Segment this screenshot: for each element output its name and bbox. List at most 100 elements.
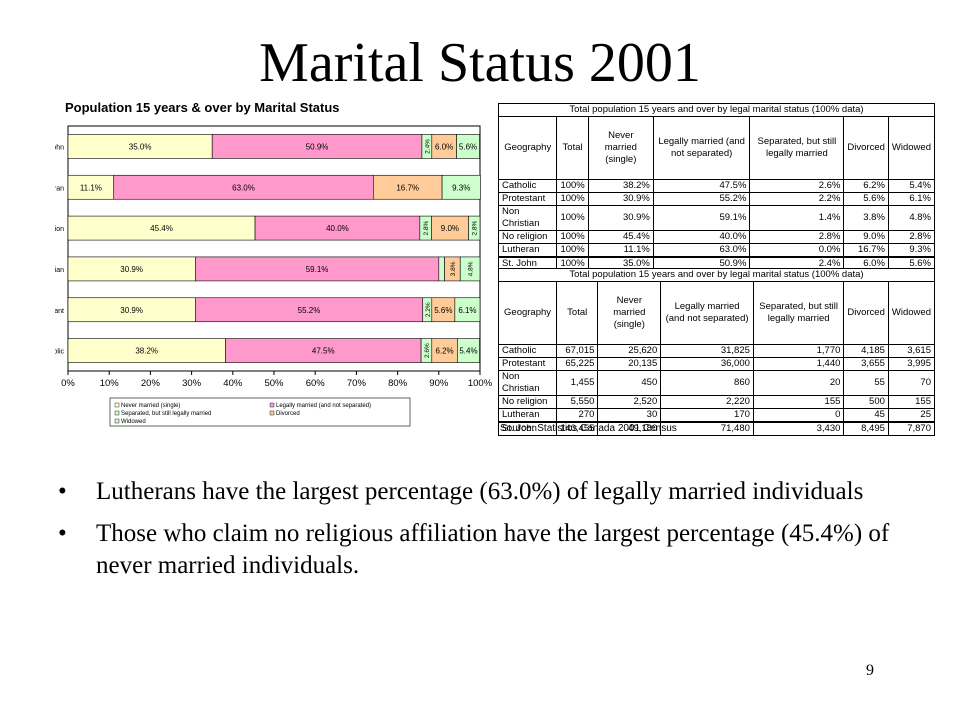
bar-segment — [67, 338, 226, 363]
bar-segment — [454, 297, 481, 323]
data-label: 2.2% — [425, 302, 432, 317]
bar-segment — [67, 174, 115, 200]
value-cell: 100% — [556, 192, 589, 206]
header-widowed: Widowed — [887, 281, 936, 345]
x-tick-label: 100% — [468, 378, 493, 389]
value-cell: 7,870 — [887, 421, 936, 436]
value-cell: 450 — [597, 370, 662, 396]
value-cell: 55.2% — [652, 192, 751, 206]
value-cell: 5.6% — [843, 192, 889, 206]
geography-cell: Catholic — [497, 179, 558, 193]
value-cell: 155 — [752, 395, 845, 409]
value-cell: 2.8% — [887, 230, 936, 244]
value-cell: 30.9% — [587, 205, 654, 231]
data-label: 47.5% — [312, 347, 335, 356]
bullet-item: • Lutherans have the largest percentage (… — [58, 476, 898, 508]
data-label: 59.1% — [306, 265, 329, 274]
geography-cell: Non Christian — [497, 370, 558, 396]
value-cell: 63.0% — [652, 243, 751, 258]
data-label: 63.0% — [232, 183, 255, 192]
data-label: 9.0% — [441, 224, 459, 233]
header-legally-married: Legally married (and not separated) — [660, 281, 754, 345]
value-cell: 2.6% — [749, 179, 845, 193]
value-cell: 2.2% — [749, 192, 845, 206]
value-cell: 55 — [843, 370, 889, 396]
value-cell: 860 — [660, 370, 754, 396]
bar-segment — [211, 134, 423, 159]
table-row: Lutheran 270 30 170 0 45 25 — [497, 408, 936, 423]
bar-segment — [431, 338, 458, 363]
legend-swatch — [269, 402, 275, 408]
data-label: 2.8% — [423, 220, 430, 235]
value-cell: 30 — [597, 408, 662, 423]
value-cell: 2,220 — [660, 395, 754, 409]
percent-table: Total population 15 years and over by le… — [497, 103, 936, 271]
value-cell: 11.1% — [587, 243, 654, 258]
value-cell: 1,455 — [556, 370, 599, 396]
legend-swatch — [114, 410, 120, 416]
percent-table-caption: Total population 15 years and over by le… — [498, 103, 935, 117]
data-label: 6.2% — [435, 347, 453, 356]
table-row: Non Christian 100% 30.9% 59.1% 1.4% 3.8% 4.8% — [497, 205, 936, 231]
value-cell: 31,825 — [660, 344, 754, 358]
table-row: St. John 100% 35.0% 50.9% 2.4% 6.0% 5.6% — [497, 256, 936, 271]
value-cell: 140,455 — [556, 421, 599, 436]
value-cell: 2.8% — [749, 230, 845, 244]
table-row: Protestant 100% 30.9% 55.2% 2.2% 5.6% 6.1% — [497, 192, 936, 206]
value-cell: 100% — [556, 243, 589, 258]
header-total: Total — [556, 281, 599, 345]
geography-cell: Protestant — [497, 192, 558, 206]
bullet-list: • Lutherans have the largest percentage (… — [58, 476, 898, 592]
x-tick-label: 50% — [264, 378, 284, 389]
value-cell: 155 — [887, 395, 936, 409]
value-cell: 65,225 — [556, 357, 599, 371]
bar-segment — [456, 134, 480, 159]
value-cell: 3,430 — [752, 421, 845, 436]
percent-table-header: Geography Total Never married (single) L… — [497, 116, 936, 180]
value-cell: 45 — [843, 408, 889, 423]
bar-segment — [254, 215, 421, 241]
value-cell: 25,620 — [597, 344, 662, 358]
value-cell: 5,550 — [556, 395, 599, 409]
data-label: 6.0% — [435, 142, 453, 151]
count-table: Total population 15 years and over by le… — [497, 268, 936, 436]
table-row: St. John 140,455 49,180 71,480 3,430 8,495 7,8… — [497, 421, 936, 436]
geography-cell: Protestant — [497, 357, 558, 371]
value-cell: 70 — [887, 370, 936, 396]
value-cell: 100% — [556, 230, 589, 244]
table-row: No religion 5,550 2,520 2,220 155 500 155 — [497, 395, 936, 409]
value-cell: 16.7% — [843, 243, 889, 258]
data-label: 3.8% — [450, 261, 457, 276]
chart-svg: Population 15 years & over by Marital St… — [55, 100, 493, 427]
data-label: 2.4% — [424, 139, 431, 154]
value-cell: 100% — [556, 205, 589, 231]
geography-cell: Lutheran — [497, 408, 558, 423]
table-row: No religion 100% 45.4% 40.0% 2.8% 9.0% 2.8% — [497, 230, 936, 244]
data-label: 6.1% — [458, 306, 476, 315]
legend-label: Separated, but still legally married — [121, 411, 211, 417]
data-label: 55.2% — [298, 306, 321, 315]
legend-label: Widowed — [121, 419, 146, 425]
x-tick-label: 70% — [347, 378, 367, 389]
data-label: 2.6% — [424, 343, 431, 358]
value-cell: 3,615 — [887, 344, 936, 358]
x-tick-label: 90% — [429, 378, 449, 389]
value-cell: 0.0% — [749, 243, 845, 258]
geography-cell: No religion — [497, 395, 558, 409]
bar-segment — [113, 174, 374, 200]
category-label: St. John — [55, 144, 64, 151]
data-label: 35.0% — [129, 142, 152, 151]
bar-segment — [225, 338, 422, 363]
value-cell: 6.1% — [887, 192, 936, 206]
value-cell: 6.2% — [843, 179, 889, 193]
category-label: Lutheran — [55, 185, 64, 192]
value-cell: 2,520 — [597, 395, 662, 409]
data-label: 16.7% — [396, 183, 419, 192]
value-cell: 3,655 — [843, 357, 889, 371]
value-cell: 67,015 — [556, 344, 599, 358]
value-cell: 0 — [752, 408, 845, 423]
header-legally-married: Legally married (and not separated) — [652, 116, 751, 180]
legend-swatch — [269, 410, 275, 416]
table-row: Catholic 100% 38.2% 47.5% 2.6% 6.2% 5.4% — [497, 179, 936, 193]
bullet-text: Lutherans have the largest percentage (6… — [96, 478, 864, 505]
